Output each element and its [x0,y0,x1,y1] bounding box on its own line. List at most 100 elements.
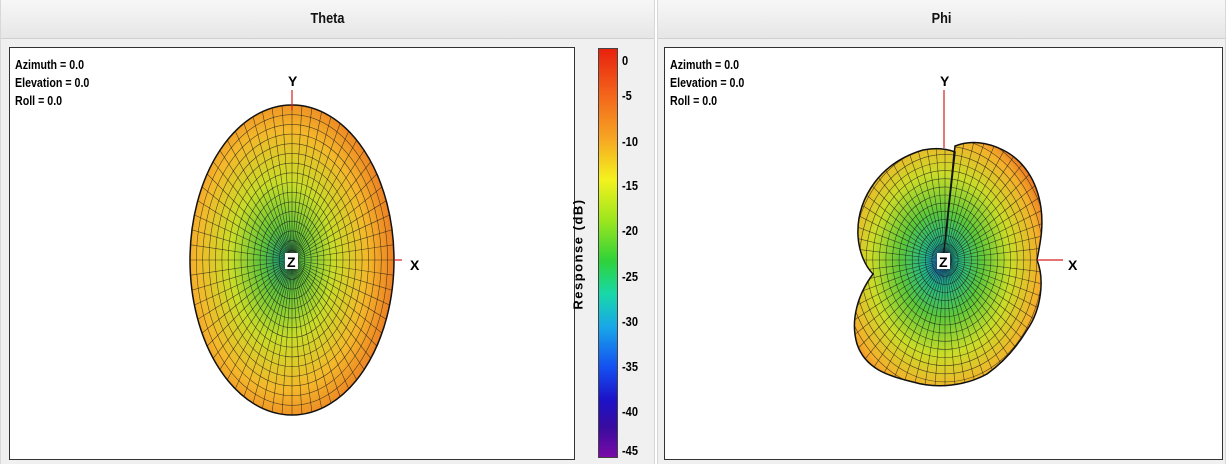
phi-elevation-value: Elevation = 0.0 [670,75,745,90]
mesh-spoke [854,259,946,294]
phi-x-axis-label: X [1068,257,1078,273]
mesh-spoke [278,105,293,261]
mesh-spoke [918,259,946,386]
mesh-spoke [291,105,331,261]
mesh-spoke [944,259,1042,277]
colorbar-tick: -25 [622,269,638,284]
theta-axes: Y X Z [285,73,420,273]
mesh-spoke [291,105,306,261]
theta-x-axis-label: X [410,257,420,273]
mesh-spoke [944,142,959,261]
mesh-spoke [905,142,946,261]
mesh-spoke [944,259,1042,325]
mesh-spoke [854,226,946,261]
colorbar-tick: -5 [622,88,632,103]
colorbar-tick: -40 [622,404,638,419]
mesh-spoke [190,182,293,261]
theta-z-axis-label: Z [287,254,296,270]
colorbar-tick: -45 [622,443,638,458]
phi-panel-header: Phi [658,0,1225,39]
theta-plot-area[interactable]: Azimuth = 0.0 Elevation = 0.0 Roll = 0.0 [9,47,575,460]
theta-elevation-value: Elevation = 0.0 [15,75,90,90]
mesh-spoke [854,210,946,261]
mesh-spoke [944,259,1042,310]
mesh-spoke [291,105,343,261]
mesh-spoke [944,226,1042,261]
colorbar-tick: -15 [622,178,638,193]
mesh-spoke [854,259,946,277]
mesh-spoke [291,259,306,415]
mesh-spoke [291,182,394,261]
theta-azimuth-value: Azimuth = 0.0 [15,57,85,72]
mesh-spoke [944,259,959,386]
mesh-spoke [854,195,946,261]
theta-3d-pattern[interactable]: Y X Z [10,48,576,461]
colorbar-tick: -30 [622,314,638,329]
mesh-spoke [265,105,293,261]
mesh-spoke [190,259,293,319]
mesh-spoke [944,259,998,386]
colorbar-tick: -35 [622,359,638,374]
mesh-spoke [944,142,985,261]
mesh-spoke [190,259,293,281]
phi-z-axis-marker [937,253,950,269]
mesh-spoke [241,259,293,415]
mesh-spoke [880,142,946,261]
mesh-spoke [190,259,293,338]
mesh-spoke [944,259,1042,340]
mesh-spoke [253,105,293,261]
mesh-spoke [291,239,394,261]
phi-panel-title: Phi [931,10,952,27]
mesh-spoke [892,259,946,386]
mesh-spoke [931,259,946,386]
mesh-spoke [931,142,946,261]
phi-y-axis-label: Y [940,73,950,89]
theta-orientation-info: Azimuth = 0.0 Elevation = 0.0 Roll = 0.0 [15,56,89,110]
mesh-spoke [265,259,293,415]
theta-roll-value: Roll = 0.0 [15,93,63,108]
theta-y-axis-label: Y [288,73,298,89]
mesh-spoke [190,201,293,261]
mesh-spoke [190,220,293,261]
mesh-spoke [291,105,319,261]
colorbar-tick: -10 [622,134,638,149]
mesh-spoke [291,259,394,300]
mesh-spoke [190,239,293,261]
mesh-spoke [944,210,1042,261]
mesh-spoke [944,195,1042,261]
mesh-spoke [291,259,343,415]
phi-plot-area[interactable]: Azimuth = 0.0 Elevation = 0.0 Roll = 0.0 [664,47,1223,460]
mesh-spoke [944,142,972,261]
phi-3d-pattern[interactable]: Y X Z [665,48,1224,461]
mesh-spoke [291,259,394,338]
phi-azimuth-value: Azimuth = 0.0 [670,57,740,72]
phi-z-axis-label: Z [939,254,948,270]
phi-orientation-info: Azimuth = 0.0 Elevation = 0.0 Roll = 0.0 [670,56,744,110]
mesh-spoke [278,259,293,415]
phi-roll-value: Roll = 0.0 [670,93,718,108]
phi-panel: Phi Azimuth = 0.0 Elevation = 0.0 Roll =… [657,0,1226,464]
mesh-spoke [854,259,946,355]
colorbar-label: Response (dB) [570,198,586,310]
mesh-spoke [854,165,946,261]
mesh-spoke [291,259,394,281]
mesh-spoke [854,259,946,340]
colorbar-gradient [598,48,618,458]
mesh-spoke [918,142,946,261]
mesh-spoke [944,142,1010,261]
theta-panel-header: Theta [1,0,654,39]
mesh-spoke [854,180,946,261]
mesh-spoke [944,259,1042,294]
mesh-spoke [854,259,946,325]
mesh-spoke [905,259,946,386]
mesh-spoke [291,220,394,261]
mesh-spoke [854,259,946,310]
mesh-spoke [253,259,293,415]
mesh-spoke [190,259,293,300]
mesh-spoke [892,142,946,261]
mesh-spoke [291,259,394,319]
colorbar-tick: -20 [622,223,638,238]
colorbar-tick: 0 [622,53,629,68]
mesh-spoke [291,201,394,261]
phi-axes: Y X Z [937,73,1078,273]
